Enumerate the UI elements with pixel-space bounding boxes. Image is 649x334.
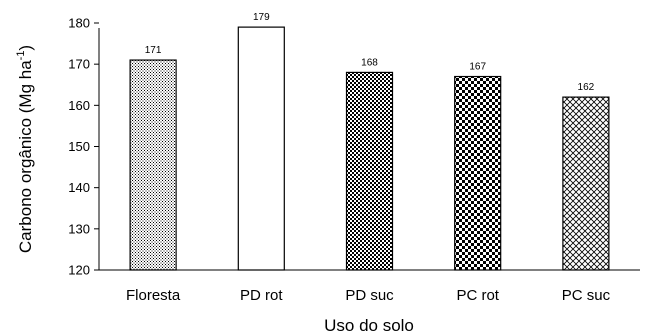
y-axis-title-main: Carbono orgânico (Mg ha <box>16 60 35 253</box>
bars <box>129 26 610 271</box>
y-tick-label: 160 <box>68 98 90 113</box>
category-labels: Floresta PD rot PD suc PC rot PC suc <box>126 287 611 304</box>
bar-pc-rot <box>454 75 502 271</box>
bar-pc-suc <box>562 96 610 271</box>
data-label: 179 <box>253 12 270 23</box>
y-tick-label: 170 <box>68 57 90 72</box>
y-tick-label: 140 <box>68 180 90 195</box>
x-axis-title: Uso do solo <box>324 316 414 334</box>
x-tick-label: PD suc <box>345 287 394 304</box>
data-label: 167 <box>469 62 486 73</box>
y-tick-label: 130 <box>68 221 90 236</box>
bar-floresta <box>129 59 177 271</box>
y-tick-label: 150 <box>68 139 90 154</box>
x-tick-label: Floresta <box>126 287 181 304</box>
data-label: 168 <box>361 57 378 68</box>
x-tick-label: PC suc <box>562 287 611 304</box>
y-tick-label: 180 <box>68 16 90 31</box>
x-tick-label: PD rot <box>240 287 283 304</box>
data-labels: 171 179 168 167 162 <box>145 12 595 93</box>
bar-pd-rot <box>237 26 285 271</box>
y-axis-title-superscript: -1 <box>15 51 27 61</box>
y-ticks: 120 130 140 150 160 170 180 <box>68 16 99 278</box>
y-tick-label: 120 <box>68 263 90 278</box>
y-axis-title-close: ) <box>16 45 35 51</box>
data-label: 162 <box>578 82 595 93</box>
bar-pd-suc <box>345 71 394 271</box>
data-label: 171 <box>145 45 162 56</box>
y-axis-title: Carbono orgânico (Mg ha-1) <box>15 45 35 253</box>
x-tick-label: PC rot <box>456 287 499 304</box>
